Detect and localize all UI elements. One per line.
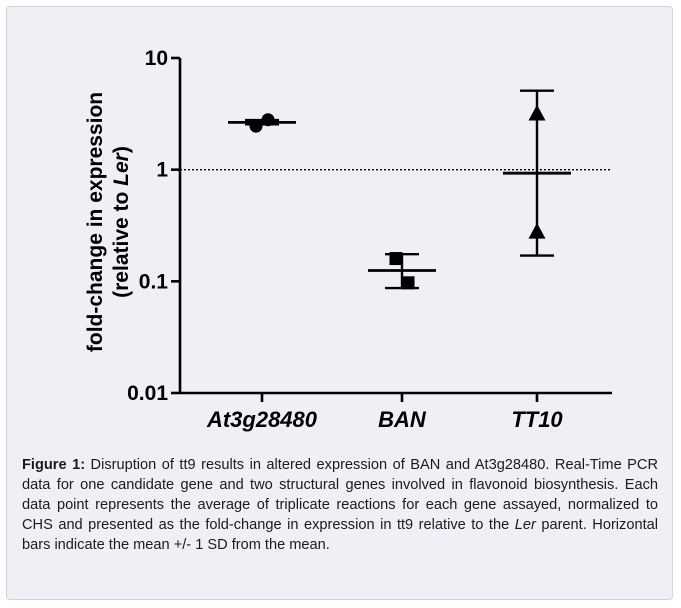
y-axis-title-line1: fold-change in expression bbox=[84, 92, 107, 352]
y-axis-title: fold-change in expression (relative to L… bbox=[84, 92, 133, 352]
data-point bbox=[528, 104, 546, 121]
data-point bbox=[249, 119, 263, 133]
data-point bbox=[261, 113, 275, 127]
caption-italic-ler: Ler bbox=[514, 517, 536, 533]
caption-text-end: parent. Horizontal bars indicate the mea… bbox=[22, 517, 658, 553]
y-tick-label: 0.01 bbox=[127, 382, 168, 405]
axes: 10 1 0.1 0.01 At3g28480 BAN TT10 bbox=[127, 47, 612, 432]
caption-text: Disruption of tt9 results in altered exp… bbox=[22, 457, 658, 533]
data-marks bbox=[228, 89, 571, 290]
y-tick-label: 1 bbox=[156, 159, 168, 182]
figure-panel bbox=[6, 6, 673, 600]
x-tick-label: At3g28480 bbox=[206, 407, 318, 432]
y-tick-label: 0.1 bbox=[139, 270, 169, 293]
chart: fold-change in expression (relative to L… bbox=[84, 47, 612, 432]
y-tick-label: 10 bbox=[145, 47, 168, 70]
data-point bbox=[401, 276, 415, 290]
data-point bbox=[389, 252, 403, 266]
y-axis-title-line2: (relative to Ler) bbox=[110, 146, 133, 298]
figure-caption: Figure 1: Disruption of tt9 results in a… bbox=[22, 455, 658, 555]
x-tick-label: BAN bbox=[378, 407, 427, 432]
x-tick-label: TT10 bbox=[511, 407, 563, 432]
data-point bbox=[528, 222, 546, 239]
caption-label: Figure 1: bbox=[22, 457, 86, 473]
